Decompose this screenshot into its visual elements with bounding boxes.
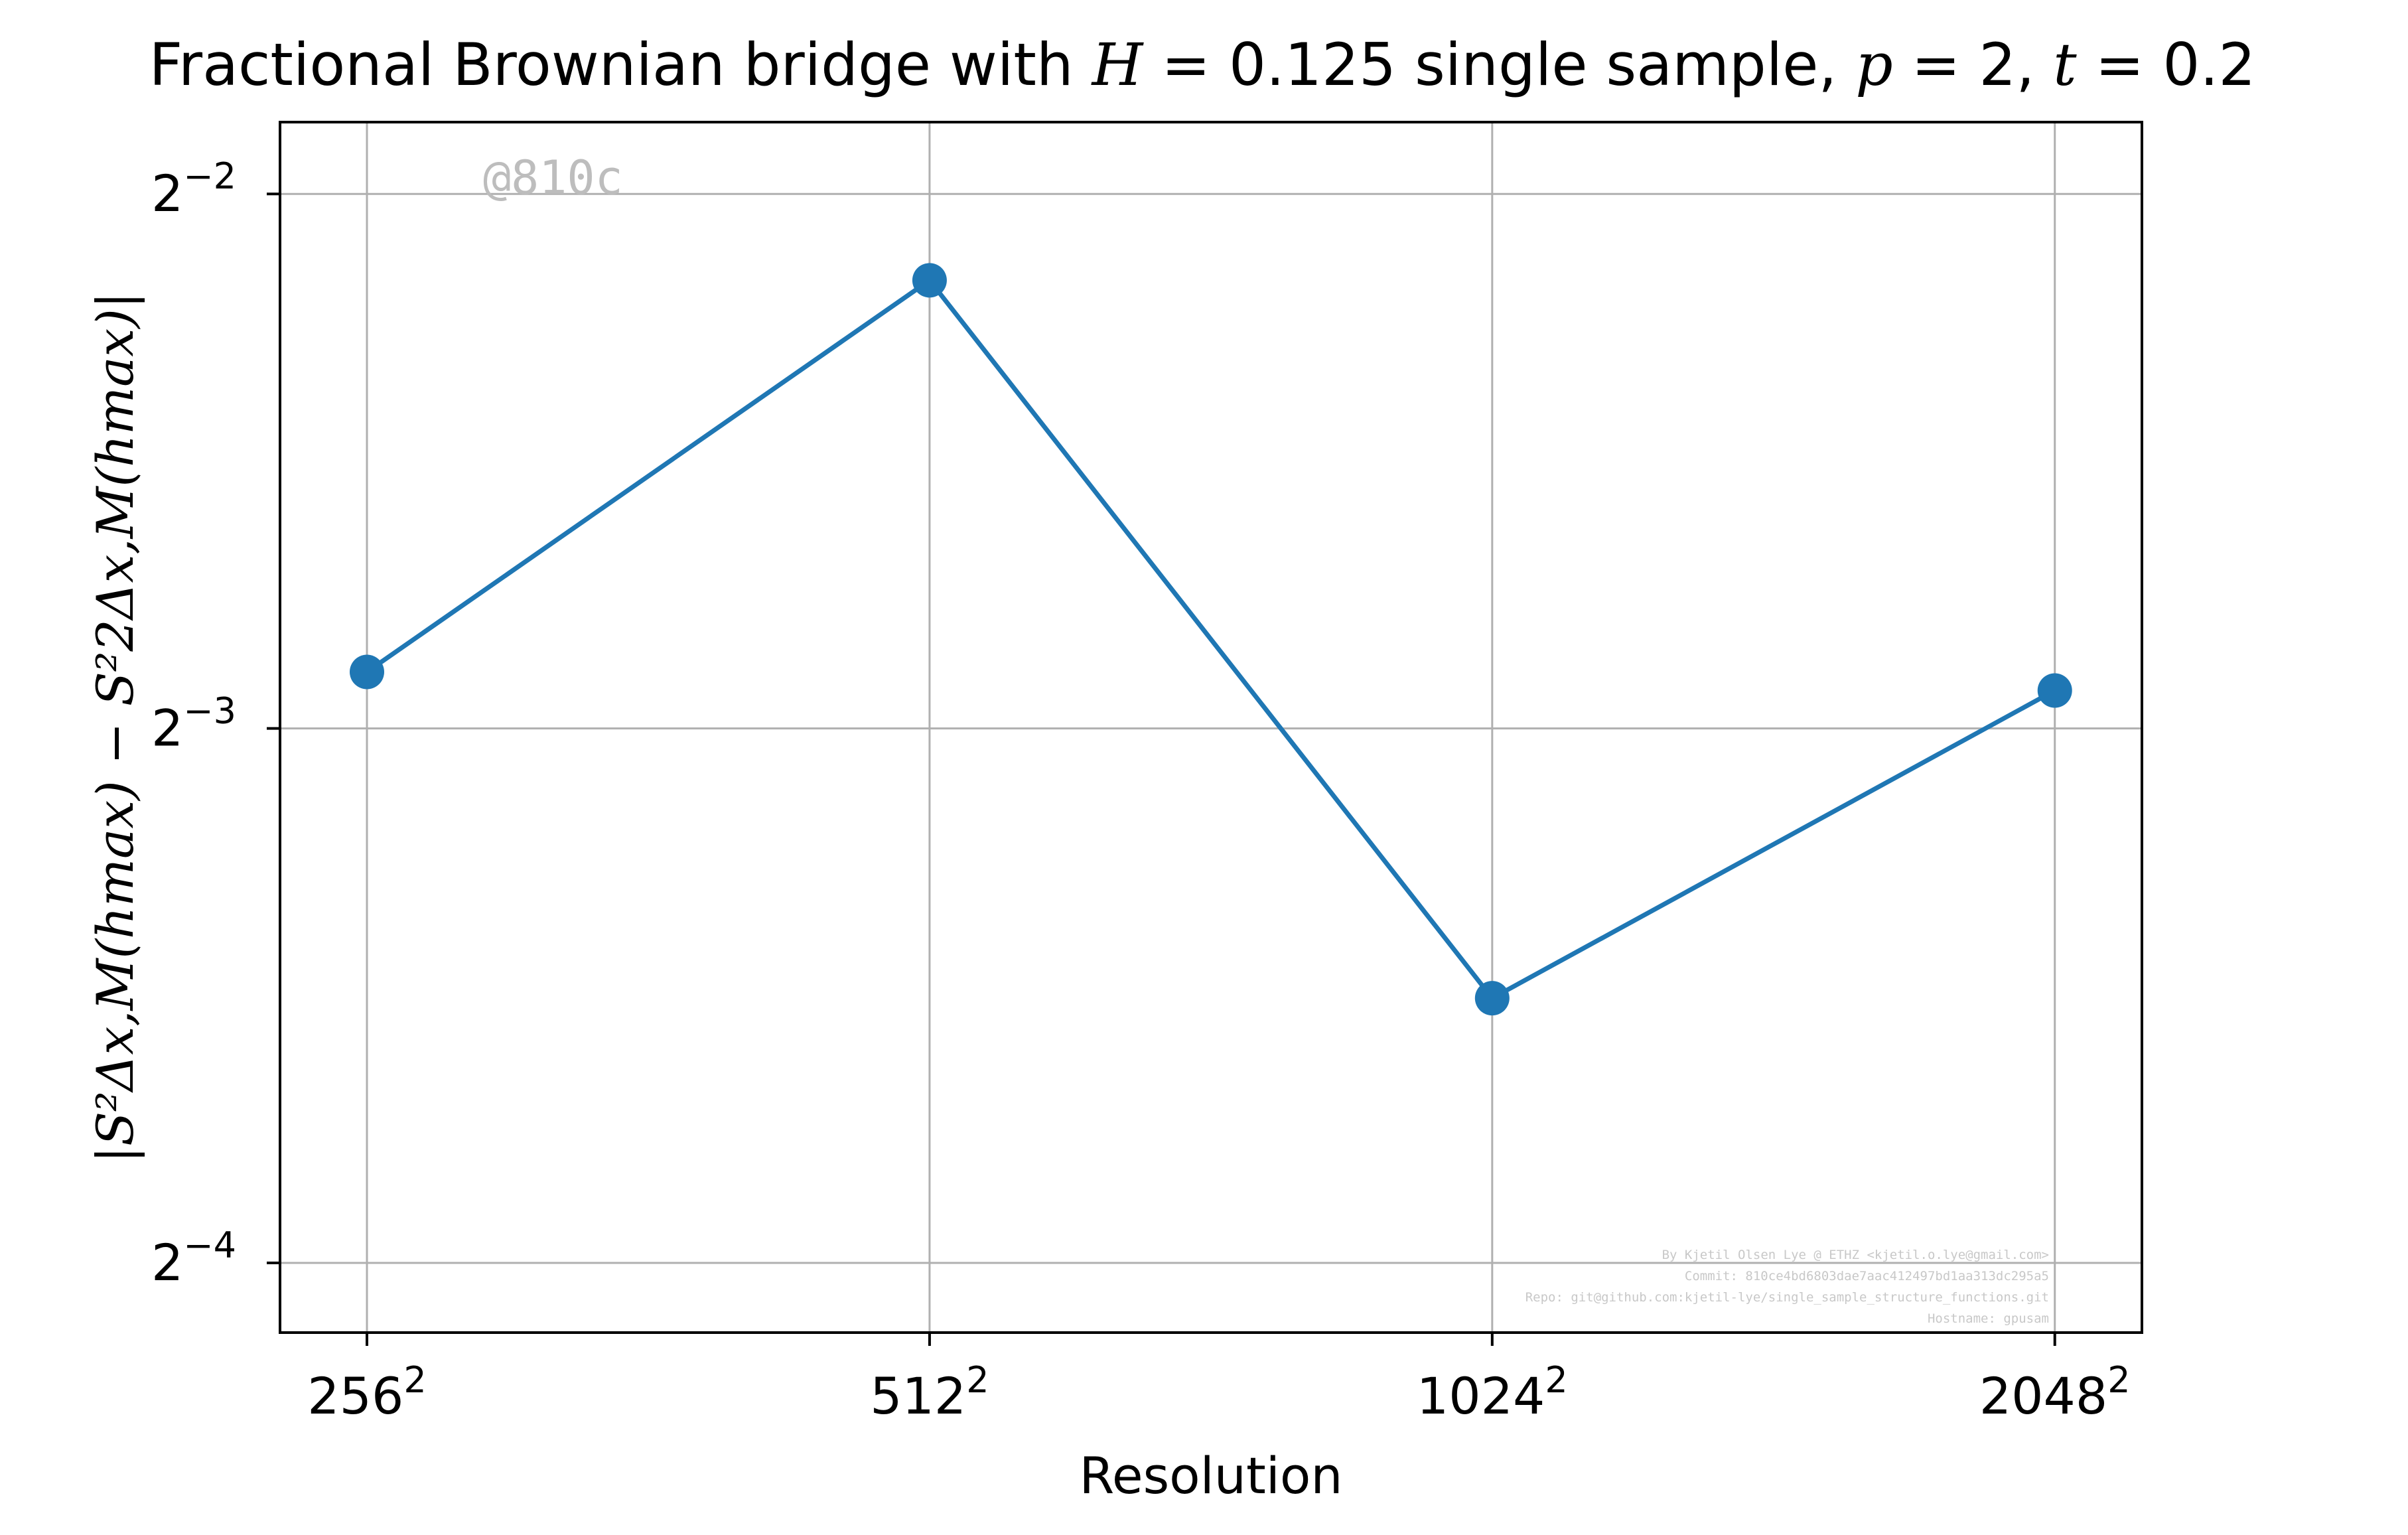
- x-tick-label: 20482: [1979, 1359, 2131, 1425]
- data-series: [350, 263, 2072, 1016]
- y-tick-label: 2−2: [151, 155, 236, 223]
- watermark: @810c: [483, 151, 623, 205]
- title-var-t: t: [2053, 31, 2077, 99]
- title-eq-t: = 0.2: [2077, 31, 2256, 99]
- title-eq-p: = 2,: [1893, 31, 2054, 99]
- x-axis-ticks: 2562 5122 10242 20482: [307, 1333, 2131, 1425]
- credit-line-author: By Kjetil Olsen Lye @ ETHZ <kjetil.o.lye…: [1662, 1248, 2049, 1262]
- plot-background: [280, 122, 2142, 1333]
- x-tick-label: 10242: [1417, 1359, 1568, 1425]
- credit-line-repo: Repo: git@github.com:kjetil-lye/single_s…: [1525, 1290, 2049, 1305]
- credit-line-hostname: Hostname: gpusam: [1928, 1311, 2049, 1326]
- title-var-h: H: [1091, 31, 1145, 99]
- grid-lines: [280, 122, 2142, 1333]
- credit-line-commit: Commit: 810ce4bd6803dae7aac412497bd1aa31…: [1685, 1269, 2049, 1283]
- title-prefix: Fractional Brownian bridge with: [149, 31, 1092, 99]
- y-tick-label: 2−3: [151, 690, 236, 758]
- x-axis-label: Resolution: [1079, 1446, 1342, 1505]
- x-tick-label: 2562: [307, 1359, 426, 1425]
- title-var-p: p: [1855, 31, 1892, 99]
- data-point: [912, 263, 947, 298]
- credit-block: By Kjetil Olsen Lye @ ETHZ <kjetil.o.lye…: [1525, 1248, 2049, 1326]
- data-point: [1474, 981, 1510, 1016]
- data-point: [350, 654, 385, 690]
- x-tick-label: 5122: [870, 1359, 989, 1425]
- chart-title: Fractional Brownian bridge with H = 0.12…: [149, 31, 2256, 99]
- data-point: [2037, 673, 2072, 708]
- plot-area: 2562 5122 10242 20482 2−2 2−3 2−4: [151, 121, 2143, 1425]
- y-axis-ticks: 2−2 2−3 2−4: [151, 155, 280, 1292]
- series-line: [366, 277, 2056, 1001]
- y-tick-label: 2−4: [151, 1224, 236, 1292]
- title-eq-h: = 0.125 single sample,: [1143, 31, 1855, 99]
- y-axis-label: |S²Δx,M(hmax) − S²2Δx,M(hmax)|: [86, 291, 145, 1163]
